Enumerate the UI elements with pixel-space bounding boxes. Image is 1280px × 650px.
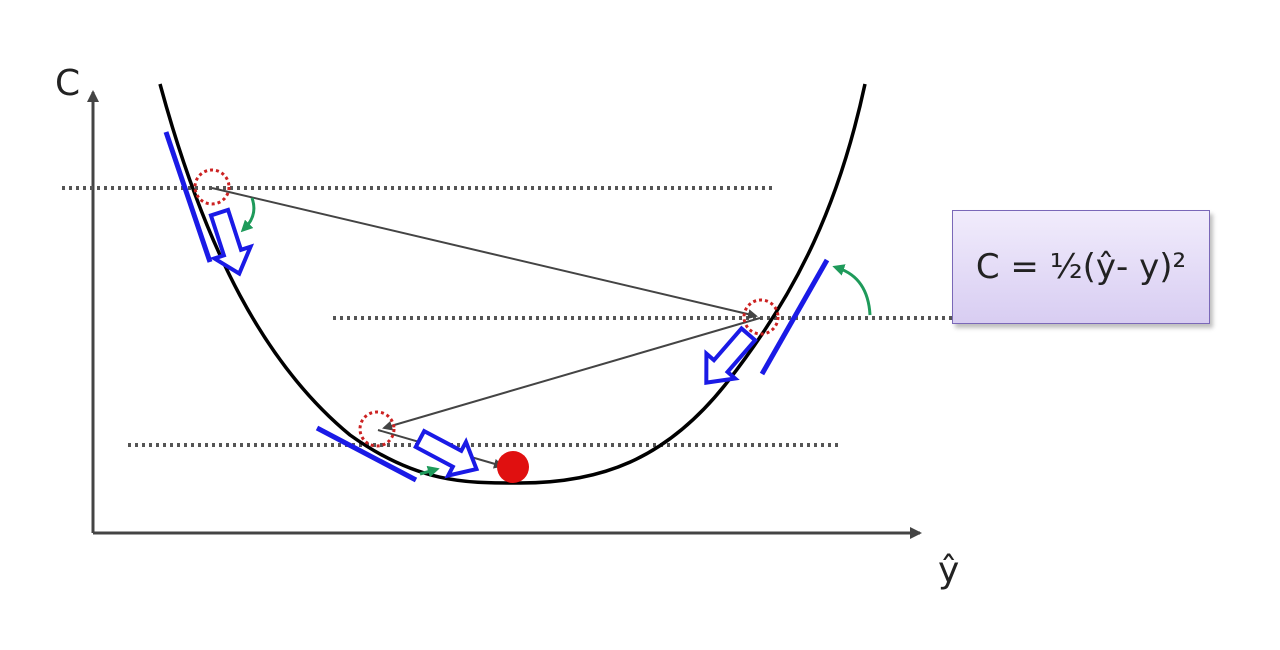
position-marker-3 (358, 410, 396, 448)
slope-arrow-2 (704, 325, 758, 385)
slope-arrow-3 (413, 428, 480, 479)
minimum-point (497, 451, 529, 483)
tangent-line-3 (315, 425, 418, 483)
angle-arc-3 (419, 465, 440, 478)
cost-formula: C = ½(ŷ- y)² (975, 247, 1187, 287)
step-1-path (211, 187, 758, 320)
formula-box: C = ½(ŷ- y)² (952, 210, 1210, 324)
y-axis-label: C (55, 63, 80, 104)
angle-arc-2 (832, 264, 872, 316)
x-axis-label: ŷ (938, 550, 959, 591)
step-2-path (382, 317, 761, 431)
tangent-line-1 (163, 131, 213, 263)
angle-arc-1 (240, 197, 256, 233)
slope-arrow-1 (208, 207, 255, 277)
tangent-line-2 (759, 258, 830, 376)
position-marker-2 (742, 298, 780, 336)
position-marker-1 (193, 168, 231, 206)
cost-curve (158, 83, 867, 485)
